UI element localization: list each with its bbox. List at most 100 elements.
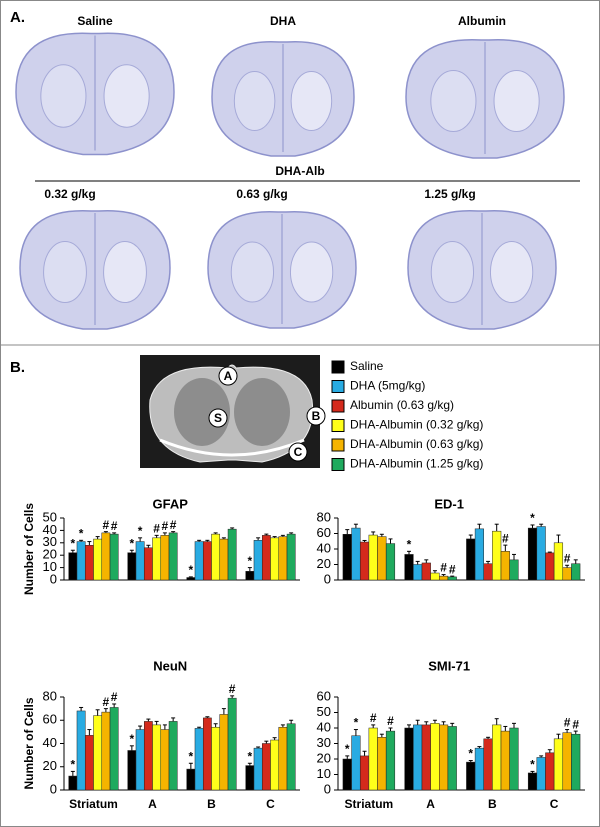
y-tick-label: 60 [317, 525, 331, 540]
bar [527, 527, 538, 581]
legend-label: DHA-Albumin (0.63 g/kg) [350, 437, 483, 451]
y-tick-label: 40 [317, 540, 331, 555]
brain-section [405, 39, 565, 159]
y-tick-label: 20 [317, 750, 331, 765]
bar [404, 727, 414, 791]
brain-region [230, 241, 275, 303]
bar [571, 563, 581, 581]
bar [101, 711, 111, 791]
bar [227, 697, 237, 791]
bar [553, 738, 564, 791]
significance-mark: # [153, 522, 160, 536]
significance-mark: # [111, 690, 118, 704]
column-label: Albumin [458, 14, 506, 28]
bar [536, 757, 546, 791]
bar [186, 577, 196, 581]
significance-mark: * [130, 732, 135, 746]
y-tick-label: 40 [43, 522, 57, 537]
significance-mark: # [440, 561, 447, 575]
inset-marker [208, 408, 228, 428]
bar [545, 552, 555, 581]
bar [68, 775, 78, 791]
panel-label: A. [10, 9, 25, 26]
bar [474, 747, 484, 791]
bar [101, 532, 111, 581]
bar [545, 752, 555, 791]
y-tick-label: 60 [43, 712, 57, 727]
y-tick-label: 40 [317, 719, 331, 734]
brain-region [103, 241, 147, 303]
significance-mark: * [345, 742, 350, 756]
chart-title: ED-1 [434, 496, 464, 511]
bar [160, 729, 170, 791]
brain-region [493, 70, 540, 132]
bar [413, 564, 423, 581]
legend-label: DHA (5mg/kg) [350, 379, 425, 393]
bar [483, 563, 493, 581]
bar [261, 535, 271, 581]
legend-swatch [331, 380, 345, 393]
legend-label: DHA-Albumin (1.25 g/kg) [350, 457, 483, 471]
bar [270, 537, 280, 581]
bar [377, 737, 387, 791]
bar [474, 528, 484, 581]
dose-label: 1.25 g/kg [424, 187, 475, 201]
bar [76, 541, 86, 581]
inset-marker [288, 442, 308, 462]
bar [152, 537, 162, 581]
bar [342, 758, 352, 791]
brain-section [15, 32, 175, 156]
bar [421, 562, 431, 581]
inset-label: B [312, 409, 321, 423]
bar [84, 735, 94, 791]
bar [492, 530, 502, 581]
bar [211, 726, 221, 791]
significance-mark: # [170, 518, 177, 532]
bar [359, 541, 370, 581]
significance-mark: * [248, 749, 253, 763]
bar [509, 559, 519, 581]
x-tick-label: C [550, 797, 559, 811]
bar [253, 747, 263, 791]
bar [152, 724, 162, 791]
legend-label: Saline [350, 359, 384, 373]
bar [351, 735, 361, 791]
bar [168, 532, 178, 581]
x-tick-label: B [207, 797, 216, 811]
bar [186, 768, 196, 791]
y-tick-label: 80 [43, 688, 57, 703]
significance-mark: # [111, 519, 118, 533]
legend-label: DHA-Albumin (0.32 g/kg) [350, 418, 483, 432]
inset-marker [218, 366, 238, 386]
bar [278, 536, 288, 581]
brain-section [407, 210, 557, 330]
significance-mark: # [370, 711, 377, 725]
x-tick-label: C [266, 797, 275, 811]
dose-label: 0.63 g/kg [236, 187, 287, 201]
x-tick-label: Striatum [345, 797, 394, 811]
bar [93, 715, 103, 791]
column-label: DHA [270, 14, 296, 28]
bar [509, 727, 519, 791]
brain-region [103, 64, 150, 128]
significance-mark: * [71, 536, 76, 550]
significance-mark: # [572, 717, 579, 731]
inset-photo [140, 355, 320, 468]
bar [500, 730, 510, 791]
bar [553, 542, 564, 581]
y-axis-label: Number of Cells [22, 697, 36, 789]
inset-label: C [294, 445, 303, 459]
x-tick-label: A [148, 797, 157, 811]
significance-mark: # [449, 562, 456, 576]
bar [84, 545, 94, 581]
brain-region [489, 241, 534, 303]
legend-swatch [331, 458, 345, 471]
bar [194, 728, 204, 791]
y-tick-label: 20 [43, 547, 57, 562]
bar [571, 733, 581, 791]
bar [143, 547, 153, 581]
significance-mark: # [103, 518, 110, 532]
significance-mark: # [103, 695, 110, 709]
bar [127, 552, 137, 581]
